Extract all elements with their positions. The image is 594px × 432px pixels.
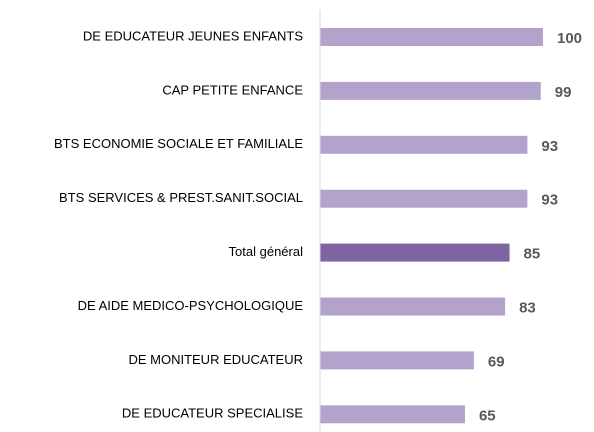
bar — [320, 243, 510, 262]
category-label: BTS ECONOMIE SOCIALE ET FAMILIALE — [54, 136, 303, 151]
category-label: CAP PETITE ENFANCE — [162, 82, 303, 97]
value-label: 85 — [524, 246, 541, 263]
bar — [320, 405, 465, 424]
bar — [320, 351, 474, 370]
value-label: 93 — [541, 192, 558, 209]
value-label: 99 — [555, 84, 572, 101]
category-label: DE AIDE MEDICO-PSYCHOLOGIQUE — [78, 298, 304, 313]
value-label: 65 — [479, 407, 496, 424]
bar — [320, 81, 541, 100]
category-label: BTS SERVICES & PREST.SANIT.SOCIAL — [59, 190, 303, 205]
value-label: 93 — [541, 138, 558, 155]
category-label: DE EDUCATEUR JEUNES ENFANTS — [83, 28, 303, 43]
category-label: DE EDUCATEUR SPECIALISE — [122, 406, 303, 421]
value-label: 69 — [488, 353, 505, 370]
bar — [320, 189, 528, 208]
category-label: DE MONITEUR EDUCATEUR — [128, 352, 303, 367]
category-label: Total général — [229, 244, 304, 259]
bar — [320, 297, 506, 316]
value-label: 100 — [557, 30, 582, 47]
bar — [320, 28, 543, 46]
value-label: 83 — [519, 299, 536, 316]
bar — [320, 135, 528, 154]
